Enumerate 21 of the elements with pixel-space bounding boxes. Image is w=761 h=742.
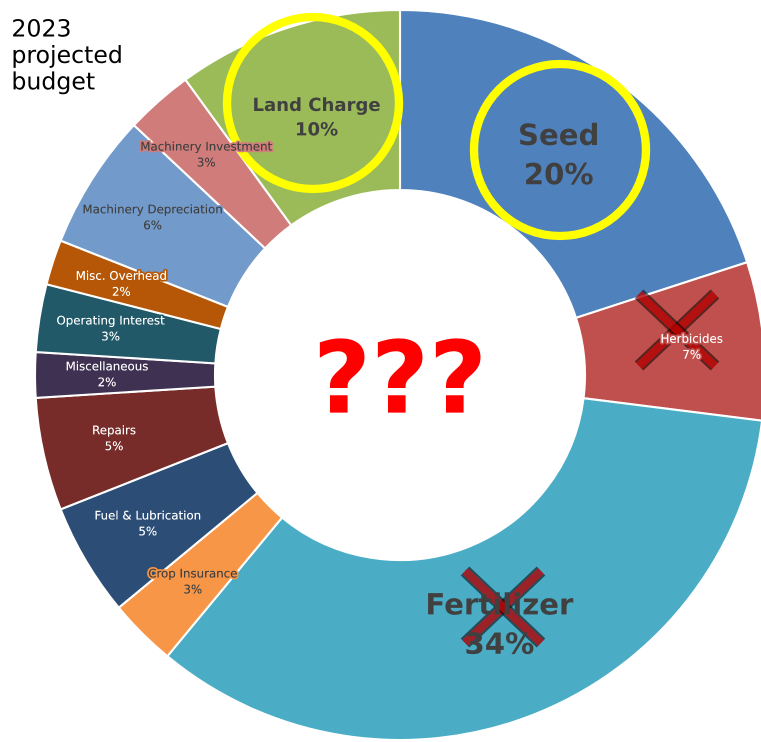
data-label: 3% <box>198 158 215 167</box>
data-label: 2% <box>98 377 116 386</box>
slice-label: Fuel & Lubrication <box>96 510 200 520</box>
slice-label: Repairs <box>93 425 136 437</box>
data-label: 2% <box>112 286 130 296</box>
slice-label: Herbicides <box>662 334 722 343</box>
slice-label: Seed <box>520 122 597 146</box>
data-label: 3% <box>184 584 202 594</box>
data-label: 20% <box>526 162 593 185</box>
data-label: 3% <box>102 332 120 341</box>
slice-label: Land Charge <box>254 97 380 115</box>
data-label: 5% <box>139 526 157 536</box>
text: ??? <box>320 338 481 413</box>
data-label: 34% <box>466 632 534 654</box>
data-label: 10% <box>296 122 338 136</box>
slice-label: Machinery Depreciation <box>84 204 222 216</box>
data-label: 5% <box>106 441 123 450</box>
text: 2023 projected budget <box>13 18 121 94</box>
data-label: 6% <box>144 220 162 230</box>
slice-label: Operating Interest <box>57 315 164 327</box>
slice-label: Miscellaneous <box>66 361 148 370</box>
